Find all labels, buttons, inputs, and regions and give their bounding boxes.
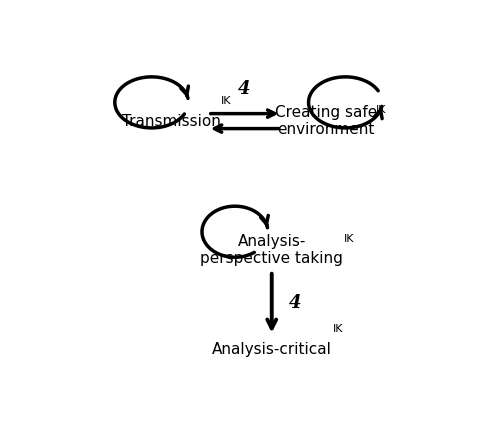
Text: Analysis-: Analysis- <box>238 234 306 249</box>
Text: 4: 4 <box>238 80 251 98</box>
Text: IK: IK <box>344 234 354 244</box>
Text: Analysis-critical: Analysis-critical <box>212 342 332 357</box>
Text: environment: environment <box>278 122 374 137</box>
Text: IK: IK <box>376 105 386 114</box>
Text: Transmission: Transmission <box>122 114 220 129</box>
Text: 4: 4 <box>289 294 302 312</box>
Text: Creating safe: Creating safe <box>275 105 377 120</box>
Text: IK: IK <box>221 96 232 106</box>
Text: perspective taking: perspective taking <box>200 251 343 267</box>
Text: IK: IK <box>332 324 343 334</box>
